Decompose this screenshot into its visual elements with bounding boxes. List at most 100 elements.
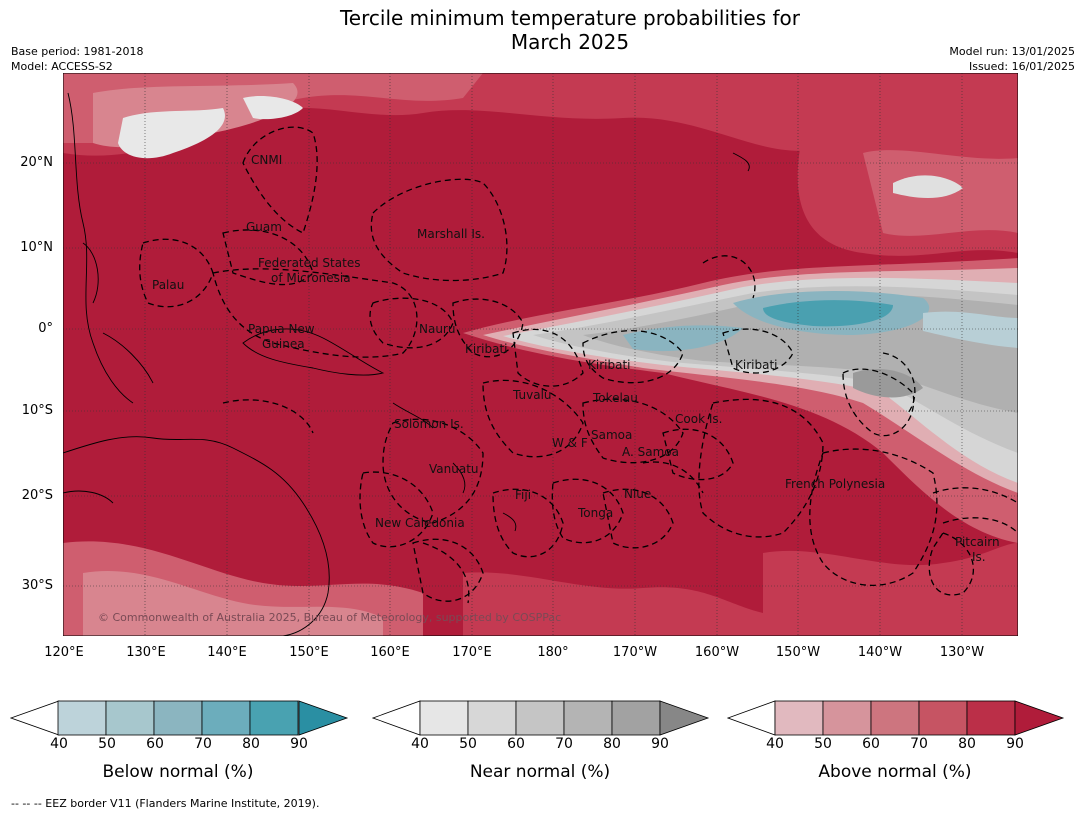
label-samoa: Samoa <box>591 428 632 442</box>
issued-date: Issued: 16/01/2025 <box>968 60 1075 73</box>
below-tick-60: 60 <box>146 736 164 752</box>
above-segment-4 <box>918 700 968 736</box>
above-tick-80: 80 <box>958 736 976 752</box>
label-new-caledonia: New Caledonia <box>375 516 465 530</box>
above-tick-90: 90 <box>1006 736 1024 752</box>
lon-label-140e: 140°E <box>207 645 247 660</box>
label-cook-is: Cook Is. <box>675 412 722 426</box>
label-cnmi: CNMI <box>251 153 282 167</box>
colorbar-title-near: Near normal (%) <box>469 762 611 782</box>
map-title: Tercile minimum temperature probabilitie… <box>0 6 1085 54</box>
above-70-s <box>463 572 763 636</box>
label-png-line1: Papua New <box>248 322 315 336</box>
near-tick-90: 90 <box>651 736 669 752</box>
model-name: Model: ACCESS-S2 <box>11 60 113 73</box>
coastlines <box>63 92 750 636</box>
eez-footnote: -- -- -- EEZ border V11 (Flanders Marine… <box>11 797 320 810</box>
region-labels: CNMI Guam Marshall Is. Federated States … <box>152 153 1000 564</box>
near-50-eq2 <box>923 311 1018 348</box>
title-line-2: March 2025 <box>510 30 630 54</box>
label-fsm-line2: of Micronesia <box>271 271 351 285</box>
below-segment-2 <box>105 700 155 736</box>
near-tick-40: 40 <box>411 736 429 752</box>
below-segment-5 <box>249 700 299 736</box>
near-segment-3 <box>515 700 565 736</box>
lat-label-20n: 20°N <box>20 155 53 170</box>
lon-label-120e: 120°E <box>44 645 84 660</box>
label-tonga: Tonga <box>577 506 613 520</box>
colorbar-title-above: Above normal (%) <box>818 762 972 782</box>
above-60-sw <box>83 570 383 636</box>
below-80-2 <box>763 300 893 327</box>
above-tick-40: 40 <box>766 736 784 752</box>
lat-label-10n: 10°N <box>20 240 53 255</box>
label-vanuatu: Vanuatu <box>429 462 479 476</box>
label-png-line2: Guinea <box>262 337 305 351</box>
lon-label-170e: 170°E <box>452 645 492 660</box>
below-tick-40: 40 <box>50 736 68 752</box>
graticule <box>63 73 1018 636</box>
near-tick-70: 70 <box>555 736 573 752</box>
lon-label-160w: 160°W <box>694 645 740 660</box>
label-fiji: Fiji <box>515 488 531 502</box>
label-kiribati-line: Kiribati <box>735 358 777 372</box>
label-marshall-is: Marshall Is. <box>417 227 485 241</box>
lon-label-140w: 140°W <box>857 645 903 660</box>
colorbar-below-arrow <box>298 700 349 736</box>
above-tick-70: 70 <box>910 736 928 752</box>
label-kiribati-phoenix: Kiribati <box>588 358 630 372</box>
below-tick-70: 70 <box>194 736 212 752</box>
label-guam: Guam <box>246 220 282 234</box>
near-50-ne <box>893 175 963 198</box>
label-nauru: Nauru <box>419 322 455 336</box>
colorbar-near-segments <box>419 700 661 736</box>
copyright-notice: © Commonwealth of Australia 2025, Bureau… <box>98 611 561 624</box>
lon-label-160e: 160°E <box>370 645 410 660</box>
label-wallis-futuna: W & F <box>552 436 588 450</box>
above-70-se <box>763 543 1018 636</box>
colorbar-near-arrow <box>659 700 710 736</box>
lon-label-130w: 130°W <box>939 645 985 660</box>
lon-label-180: 180° <box>537 645 569 660</box>
below-segment-3 <box>153 700 203 736</box>
lat-label-20s: 20°S <box>21 488 53 503</box>
above-segment-1 <box>774 700 824 736</box>
below-segment-1 <box>57 700 107 736</box>
near-segment-2 <box>467 700 517 736</box>
colorbar-above-segments <box>774 700 1016 736</box>
label-fsm-line1: Federated States <box>258 256 360 270</box>
label-palau: Palau <box>152 278 184 292</box>
label-pitcairn-line2: Is. <box>972 550 986 564</box>
near-tick-80: 80 <box>603 736 621 752</box>
probability-map: CNMI Guam Marshall Is. Federated States … <box>63 73 1018 636</box>
above-segment-2 <box>822 700 872 736</box>
below-segment-4 <box>201 700 251 736</box>
near-segment-5 <box>611 700 661 736</box>
near-tick-50: 50 <box>459 736 477 752</box>
near-50-n2 <box>243 96 303 120</box>
below-tick-90: 90 <box>290 736 308 752</box>
above-segment-3 <box>870 700 920 736</box>
label-tokelau: Tokelau <box>592 391 638 405</box>
lat-label-10s: 10°S <box>21 403 53 418</box>
above-segment-5 <box>966 700 1016 736</box>
near-tick-60: 60 <box>507 736 525 752</box>
label-niue: Niue <box>624 487 651 501</box>
above-tick-50: 50 <box>814 736 832 752</box>
lat-label-30s: 30°S <box>21 578 53 593</box>
lat-label-0: 0° <box>38 321 53 336</box>
below-60-1 <box>623 325 743 352</box>
near-segment-4 <box>563 700 613 736</box>
label-american-samoa: A. Samoa <box>622 445 679 459</box>
colorbar-below-segments <box>57 700 299 736</box>
run-info: Model run: 13/01/2025 Issued: 16/01/2025 <box>949 44 1075 74</box>
label-solomon-is: Solomon Is. <box>394 417 464 431</box>
base-period: Base period: 1981-2018 <box>11 45 144 58</box>
label-tuvalu: Tuvalu <box>512 388 552 402</box>
near-90-eq <box>853 368 923 398</box>
colorbar-near-normal <box>372 700 710 736</box>
model-run: Model run: 13/01/2025 <box>949 45 1075 58</box>
label-kiribati-gilbert: Kiribati <box>465 342 507 356</box>
colorbar-below-normal <box>10 700 349 736</box>
lon-label-150w: 150°W <box>775 645 821 660</box>
